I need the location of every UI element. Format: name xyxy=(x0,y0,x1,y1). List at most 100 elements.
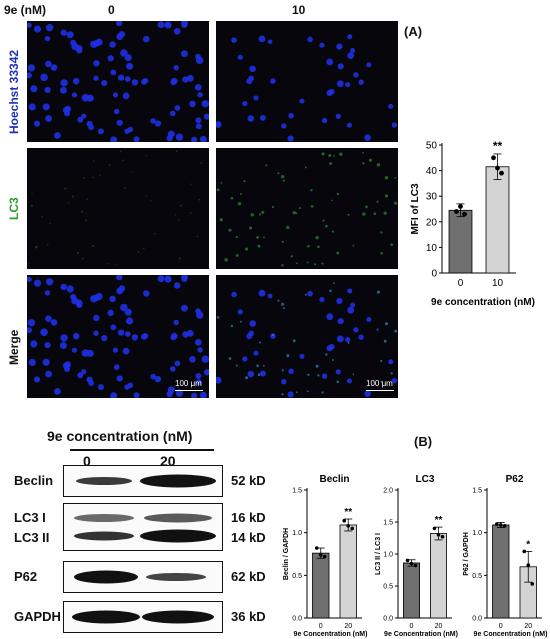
cell-nucleus xyxy=(179,204,182,207)
cell-nucleus xyxy=(358,334,364,340)
cell-nucleus xyxy=(380,251,383,255)
cell-nucleus xyxy=(336,380,340,384)
cell-nucleus xyxy=(230,324,234,328)
cell-nucleus xyxy=(131,334,139,341)
cell-nucleus xyxy=(44,342,51,349)
cell-nucleus xyxy=(224,258,228,262)
cell-nucleus xyxy=(310,205,314,208)
cell-nucleus xyxy=(263,365,265,367)
cell-nucleus xyxy=(81,257,84,260)
cell-nucleus xyxy=(178,257,181,260)
cell-nucleus xyxy=(258,289,266,297)
cell-nucleus xyxy=(277,172,280,175)
x-tick-label: 0 xyxy=(319,623,323,630)
cell-nucleus xyxy=(107,262,110,265)
image-merge-0: 100 μm xyxy=(27,275,209,398)
cell-nucleus xyxy=(30,340,38,348)
cell-nucleus xyxy=(117,74,125,81)
beclin-chart: Beclin 0.0 0.5 1.0 1.5 0 20 ** 9e Concentration … xyxy=(283,474,368,638)
image-hoechst-10 xyxy=(216,21,398,142)
cell-nucleus xyxy=(197,347,203,353)
x-tick-label: 20 xyxy=(435,623,443,630)
cell-nucleus xyxy=(216,188,220,192)
cell-nucleus xyxy=(40,328,48,337)
cell-nucleus xyxy=(339,152,343,156)
cell-nucleus xyxy=(42,103,50,111)
cell-nucleus xyxy=(292,339,296,343)
cell-nucleus xyxy=(71,347,77,353)
cell-nucleus xyxy=(72,77,80,85)
cell-nucleus xyxy=(394,201,398,205)
cell-nucleus xyxy=(27,64,36,72)
y-tick-label: 50 xyxy=(426,141,438,152)
cell-nucleus xyxy=(174,105,181,111)
cell-nucleus xyxy=(124,76,131,82)
cell-nucleus xyxy=(154,376,162,383)
data-point xyxy=(454,209,459,214)
cell-nucleus xyxy=(175,389,184,397)
cell-nucleus xyxy=(126,317,134,325)
cell-nucleus xyxy=(77,116,84,123)
cell-nucleus xyxy=(133,136,140,142)
cell-nucleus xyxy=(336,335,344,343)
cell-nucleus xyxy=(307,244,310,248)
cell-nucleus xyxy=(127,382,134,389)
cell-nucleus xyxy=(42,358,50,366)
cell-nucleus xyxy=(72,332,80,340)
y-tick-label: 20 xyxy=(426,217,438,228)
cell-nucleus xyxy=(150,373,156,380)
cell-nucleus xyxy=(235,236,238,239)
band-p62-0 xyxy=(74,570,138,584)
cell-nucleus xyxy=(347,341,350,344)
cell-nucleus xyxy=(329,289,332,293)
cell-nucleus xyxy=(71,92,77,98)
x-axis-label: 9e concentration (nM) xyxy=(431,297,535,308)
cell-nucleus xyxy=(298,207,301,209)
cell-nucleus xyxy=(195,123,202,130)
cell-nucleus xyxy=(362,212,366,216)
cell-nucleus xyxy=(59,86,67,94)
cell-nucleus xyxy=(331,199,333,202)
cell-nucleus xyxy=(261,210,265,215)
cell-nucleus xyxy=(365,205,368,209)
cell-nucleus xyxy=(388,359,394,365)
y-tick-label: 1.5 xyxy=(472,487,482,494)
cell-nucleus xyxy=(171,332,178,340)
cell-nucleus xyxy=(122,159,125,162)
cell-nucleus xyxy=(45,115,52,122)
cell-nucleus xyxy=(170,110,176,117)
cell-nucleus xyxy=(33,120,41,127)
band-beclin-0 xyxy=(76,477,132,485)
band-lc3-ii-0 xyxy=(74,531,134,541)
lc3-ratio-chart: LC3 0.0 0.5 1.0 1.5 2.0 0 20 ** 9e Concentration … xyxy=(375,474,458,638)
kd-p62: 62 kD xyxy=(231,569,266,584)
cell-nucleus xyxy=(198,198,201,201)
cell-nucleus xyxy=(219,218,223,222)
cell-nucleus xyxy=(376,200,379,203)
data-point xyxy=(318,553,323,557)
cell-nucleus xyxy=(97,384,104,391)
cell-nucleus xyxy=(84,219,87,222)
y-tick-label: 0.0 xyxy=(292,615,302,622)
significance-mark: ** xyxy=(344,507,352,518)
significance-mark: ** xyxy=(493,139,503,153)
y-tick-label: 0.5 xyxy=(292,573,302,580)
cell-nucleus xyxy=(380,359,383,362)
y-axis-label: Beclin / GAPDH xyxy=(283,528,290,580)
cell-nucleus xyxy=(317,374,320,377)
dose-header: 9e (nM) xyxy=(4,3,46,17)
significance-mark: * xyxy=(526,539,530,550)
x-axis-label: 9e Concentration (nM) xyxy=(294,631,368,638)
cell-nucleus xyxy=(173,282,181,289)
cell-nucleus xyxy=(256,235,259,239)
cell-nucleus xyxy=(346,122,352,128)
cell-nucleus xyxy=(347,306,355,314)
cell-nucleus xyxy=(350,48,356,53)
cell-nucleus xyxy=(321,152,325,156)
cell-nucleus xyxy=(113,108,120,115)
cell-nucleus xyxy=(92,176,94,179)
cell-nucleus xyxy=(195,53,201,60)
cell-nucleus xyxy=(110,136,118,142)
cell-nucleus xyxy=(326,345,333,352)
cell-nucleus xyxy=(195,379,202,386)
